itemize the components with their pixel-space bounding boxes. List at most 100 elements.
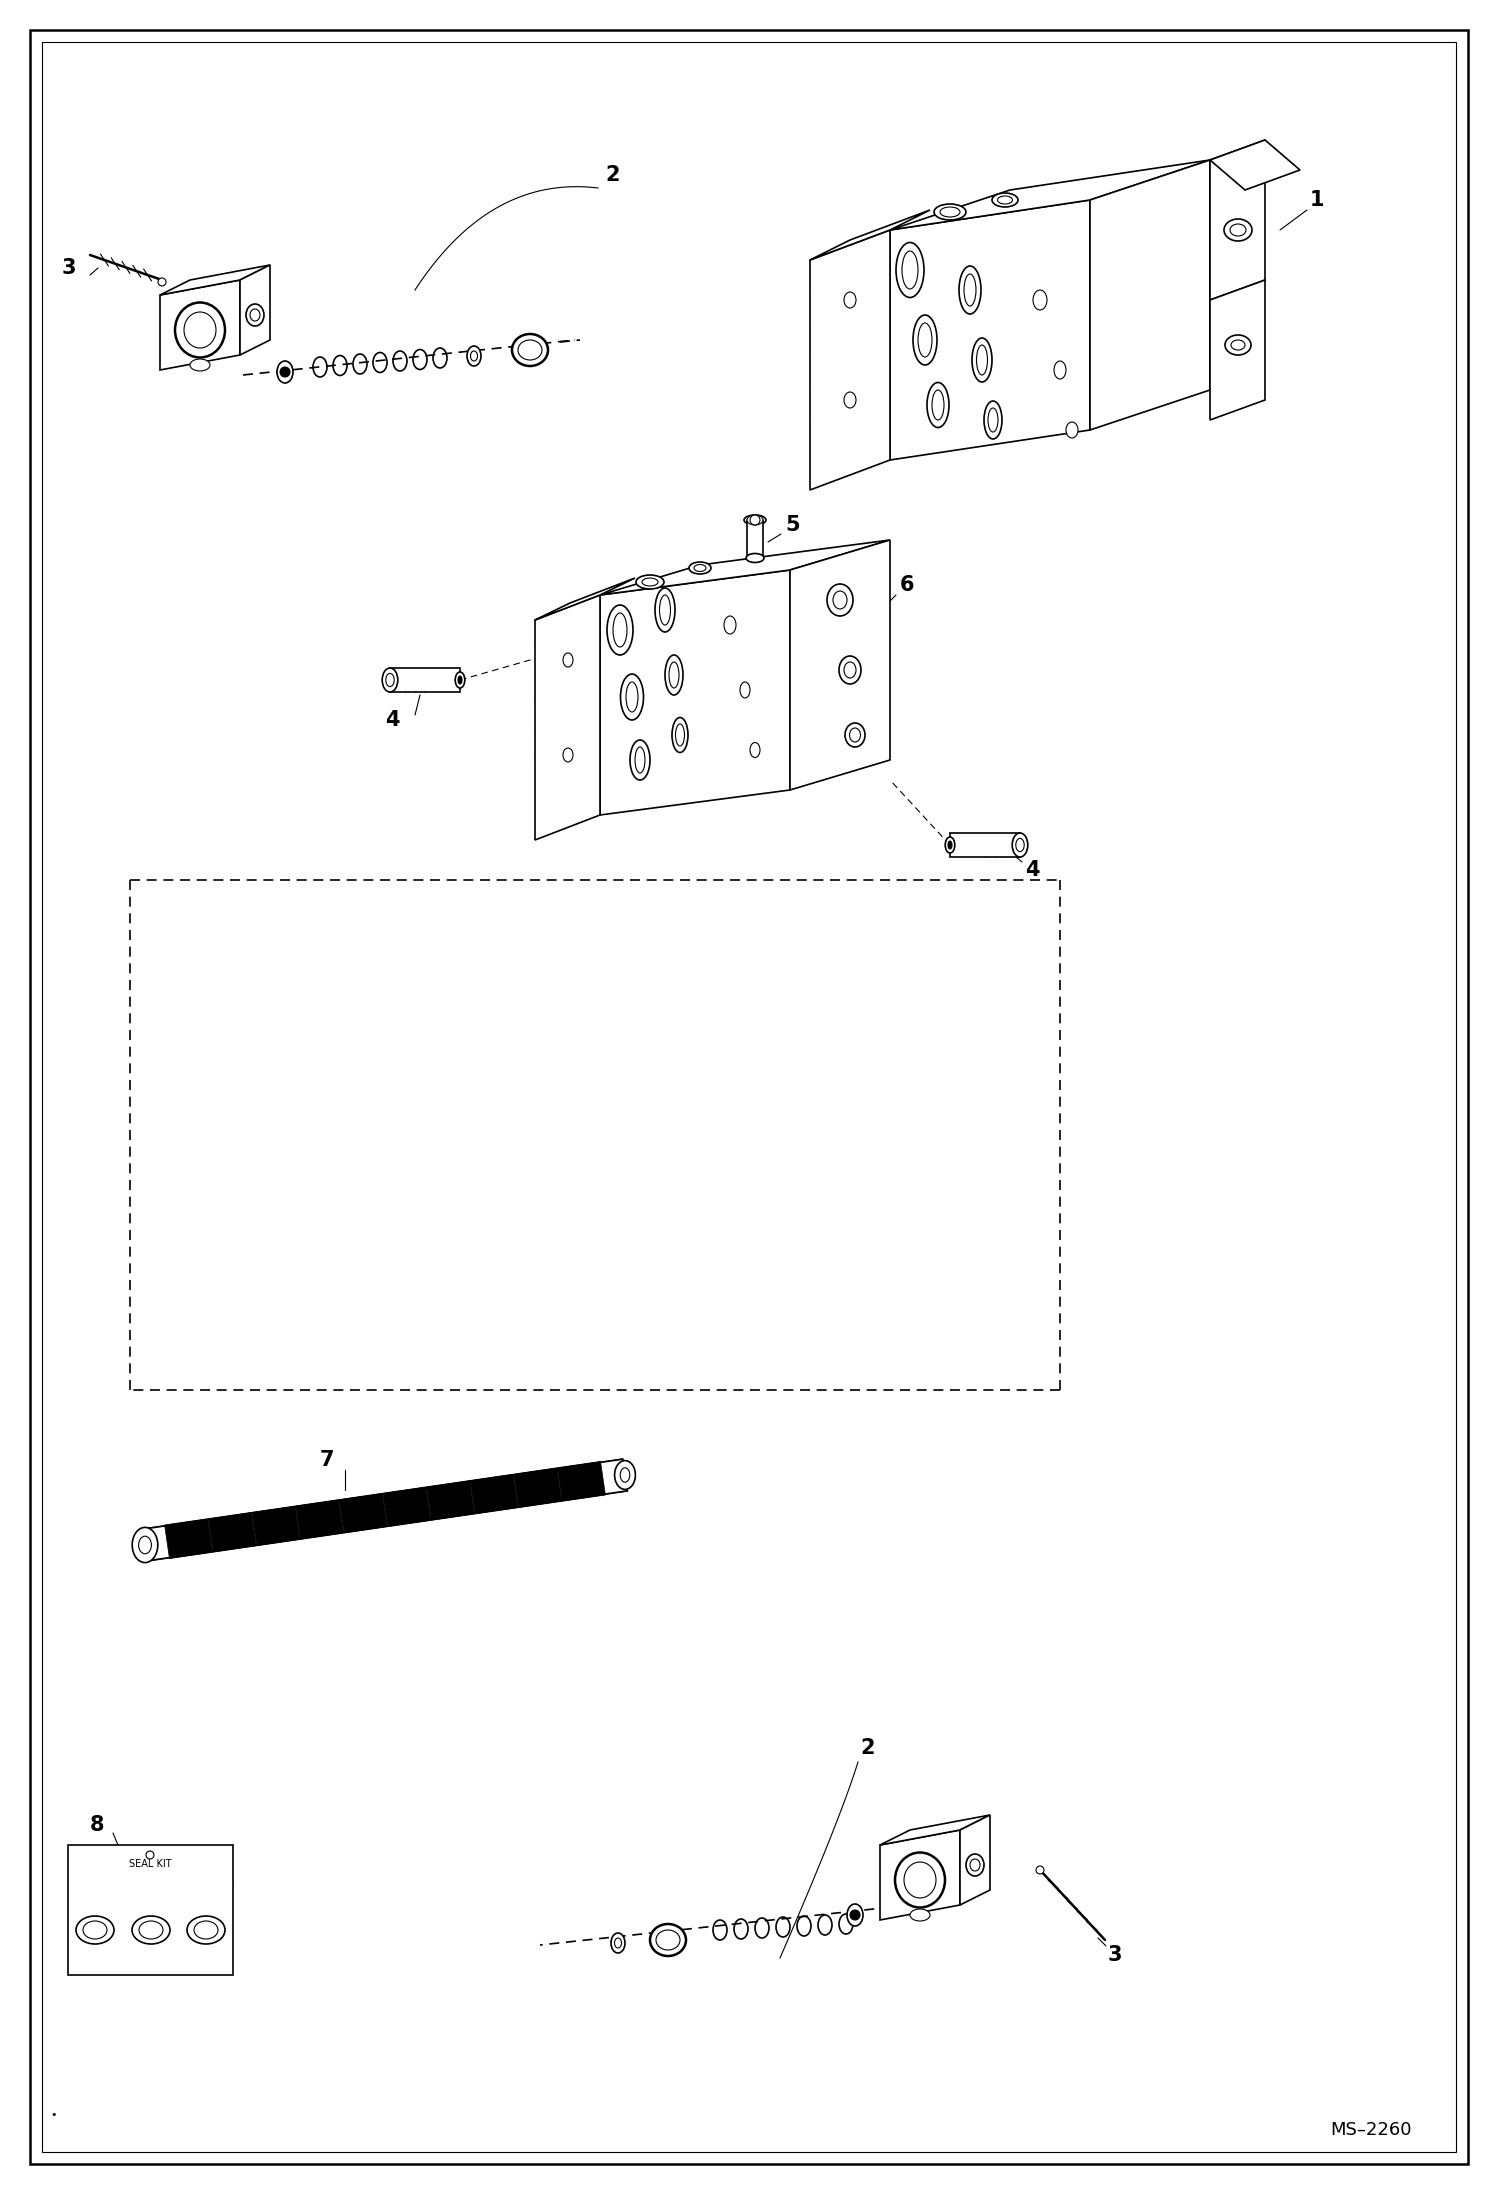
Ellipse shape: [670, 663, 679, 689]
Ellipse shape: [745, 516, 765, 524]
Ellipse shape: [614, 1937, 622, 1948]
Ellipse shape: [827, 584, 852, 617]
Ellipse shape: [909, 1909, 930, 1922]
Polygon shape: [252, 1505, 300, 1547]
Circle shape: [157, 279, 166, 285]
Ellipse shape: [750, 742, 759, 757]
Text: SEAL KIT: SEAL KIT: [129, 1858, 172, 1869]
Ellipse shape: [470, 351, 478, 362]
Ellipse shape: [948, 840, 953, 849]
Circle shape: [849, 1911, 860, 1920]
Polygon shape: [339, 1494, 388, 1534]
Ellipse shape: [132, 1527, 157, 1562]
Polygon shape: [789, 540, 890, 790]
Ellipse shape: [998, 195, 1013, 204]
Ellipse shape: [637, 575, 664, 588]
Bar: [67, 1845, 234, 1975]
Ellipse shape: [139, 1922, 163, 1939]
Ellipse shape: [932, 391, 944, 419]
Text: 1: 1: [1309, 191, 1324, 211]
Polygon shape: [890, 160, 1210, 230]
Ellipse shape: [626, 682, 638, 713]
Ellipse shape: [246, 305, 264, 327]
Ellipse shape: [613, 612, 628, 647]
Ellipse shape: [607, 606, 634, 656]
Ellipse shape: [187, 1915, 225, 1944]
Ellipse shape: [918, 323, 932, 358]
Ellipse shape: [903, 1863, 936, 1898]
Text: 8: 8: [90, 1814, 105, 1834]
Ellipse shape: [977, 344, 987, 375]
Polygon shape: [890, 200, 1091, 461]
Ellipse shape: [512, 333, 548, 366]
Polygon shape: [295, 1499, 343, 1540]
Polygon shape: [208, 1512, 256, 1551]
Polygon shape: [514, 1468, 562, 1507]
Ellipse shape: [386, 674, 394, 687]
Polygon shape: [427, 1481, 475, 1520]
Polygon shape: [160, 281, 240, 371]
Ellipse shape: [894, 1852, 945, 1907]
Ellipse shape: [673, 717, 688, 753]
Ellipse shape: [912, 316, 938, 364]
Text: •: •: [49, 2111, 57, 2119]
Text: 4: 4: [385, 711, 400, 731]
Ellipse shape: [614, 1461, 635, 1490]
Ellipse shape: [1224, 219, 1252, 241]
Polygon shape: [601, 570, 789, 814]
Ellipse shape: [665, 656, 683, 695]
Text: 6: 6: [900, 575, 914, 595]
Polygon shape: [1210, 140, 1300, 191]
Polygon shape: [810, 211, 930, 261]
Ellipse shape: [933, 204, 966, 219]
Ellipse shape: [382, 667, 398, 691]
Ellipse shape: [1225, 336, 1251, 355]
Polygon shape: [470, 1474, 518, 1514]
Ellipse shape: [611, 1933, 625, 1953]
Polygon shape: [1091, 160, 1210, 430]
Ellipse shape: [563, 654, 574, 667]
Polygon shape: [557, 1461, 605, 1501]
Polygon shape: [960, 1814, 990, 1904]
Ellipse shape: [620, 1468, 629, 1483]
Ellipse shape: [896, 244, 924, 298]
Ellipse shape: [989, 408, 998, 432]
Ellipse shape: [250, 309, 261, 320]
Ellipse shape: [676, 724, 685, 746]
Ellipse shape: [1067, 421, 1079, 439]
Ellipse shape: [195, 1922, 219, 1939]
Ellipse shape: [82, 1922, 106, 1939]
Ellipse shape: [839, 656, 861, 685]
Polygon shape: [879, 1814, 990, 1845]
Ellipse shape: [694, 564, 706, 570]
Ellipse shape: [959, 265, 981, 314]
Polygon shape: [160, 265, 270, 294]
Ellipse shape: [277, 362, 294, 384]
Ellipse shape: [467, 347, 481, 366]
Ellipse shape: [972, 338, 992, 382]
Ellipse shape: [631, 739, 650, 781]
Polygon shape: [950, 834, 1020, 858]
Ellipse shape: [139, 1536, 151, 1553]
Circle shape: [750, 516, 759, 524]
Ellipse shape: [659, 595, 671, 625]
Ellipse shape: [643, 577, 658, 586]
Ellipse shape: [902, 250, 918, 290]
Ellipse shape: [833, 590, 846, 610]
Ellipse shape: [966, 1854, 984, 1876]
Ellipse shape: [724, 617, 736, 634]
Polygon shape: [810, 230, 890, 489]
Ellipse shape: [846, 1904, 863, 1926]
Polygon shape: [879, 1830, 960, 1920]
Text: 5: 5: [785, 516, 800, 535]
Ellipse shape: [635, 746, 646, 772]
Polygon shape: [142, 1459, 628, 1560]
Polygon shape: [535, 577, 635, 621]
Text: 3: 3: [1109, 1946, 1122, 1966]
Ellipse shape: [927, 382, 950, 428]
Ellipse shape: [843, 663, 855, 678]
Ellipse shape: [1016, 838, 1025, 851]
Ellipse shape: [1013, 834, 1028, 858]
Ellipse shape: [455, 671, 464, 689]
Polygon shape: [1210, 281, 1264, 419]
